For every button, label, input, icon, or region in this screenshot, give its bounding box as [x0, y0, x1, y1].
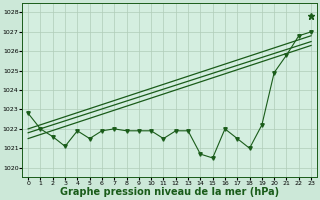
- X-axis label: Graphe pression niveau de la mer (hPa): Graphe pression niveau de la mer (hPa): [60, 187, 279, 197]
